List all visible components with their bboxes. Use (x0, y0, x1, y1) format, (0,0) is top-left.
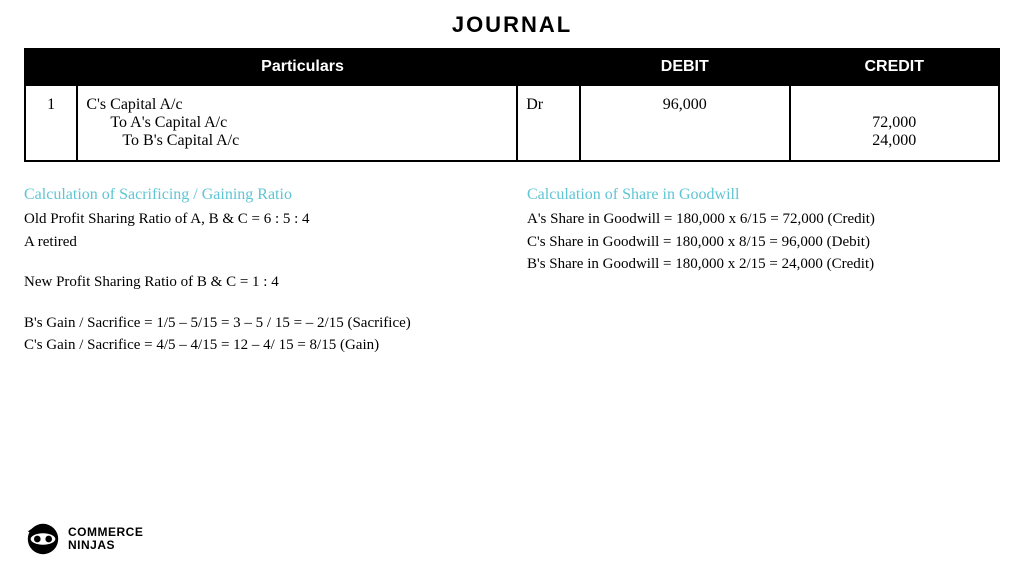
calc-goodwill-share: Calculation of Share in Goodwill A's Sha… (527, 186, 1000, 357)
calc-right-heading: Calculation of Share in Goodwill (527, 186, 1000, 204)
calc-sacrificing-ratio: Calculation of Sacrificing / Gaining Rat… (24, 186, 497, 357)
table-row: 1 C's Capital A/c To A's Capital A/c To … (25, 85, 999, 161)
header-particulars: Particulars (25, 49, 580, 85)
calc-left-heading: Calculation of Sacrificing / Gaining Rat… (24, 186, 497, 204)
credit-value-2: 72,000 (799, 114, 991, 132)
calc-left-line-5: C's Gain / Sacrifice = 4/5 – 4/15 = 12 –… (24, 334, 497, 357)
journal-table: Particulars DEBIT CREDIT 1 C's Capital A… (24, 48, 1000, 162)
calc-right-line-1: A's Share in Goodwill = 180,000 x 6/15 =… (527, 208, 1000, 231)
particulars-line-3: To B's Capital A/c (86, 132, 508, 150)
particulars-line-1: C's Capital A/c (86, 96, 508, 114)
credit-value-3: 24,000 (799, 132, 991, 150)
calc-left-line-4: B's Gain / Sacrifice = 1/5 – 5/15 = 3 – … (24, 312, 497, 335)
calc-left-line-2: A retired (24, 231, 497, 254)
table-header-row: Particulars DEBIT CREDIT (25, 49, 999, 85)
dr-cell: Dr (517, 85, 580, 161)
page-title: JOURNAL (24, 12, 1000, 38)
logo: COMMERCE NINJAS (24, 520, 143, 558)
credit-cell: 72,000 24,000 (790, 85, 1000, 161)
particulars-cell: C's Capital A/c To A's Capital A/c To B'… (77, 85, 517, 161)
calc-left-line-3: New Profit Sharing Ratio of B & C = 1 : … (24, 271, 497, 294)
calc-left-line-1: Old Profit Sharing Ratio of A, B & C = 6… (24, 208, 497, 231)
dr-marker: Dr (526, 96, 571, 114)
entry-number: 1 (25, 85, 77, 161)
header-credit: CREDIT (790, 49, 1000, 85)
logo-text: COMMERCE NINJAS (68, 526, 143, 551)
logo-line-2: NINJAS (68, 539, 143, 552)
calc-right-line-2: C's Share in Goodwill = 180,000 x 8/15 =… (527, 231, 1000, 254)
particulars-line-2: To A's Capital A/c (86, 114, 508, 132)
calculations-section: Calculation of Sacrificing / Gaining Rat… (24, 186, 1000, 357)
debit-cell: 96,000 (580, 85, 789, 161)
header-debit: DEBIT (580, 49, 789, 85)
debit-value-1: 96,000 (589, 96, 780, 114)
calc-right-line-3: B's Share in Goodwill = 180,000 x 2/15 =… (527, 253, 1000, 276)
ninja-icon (24, 520, 62, 558)
